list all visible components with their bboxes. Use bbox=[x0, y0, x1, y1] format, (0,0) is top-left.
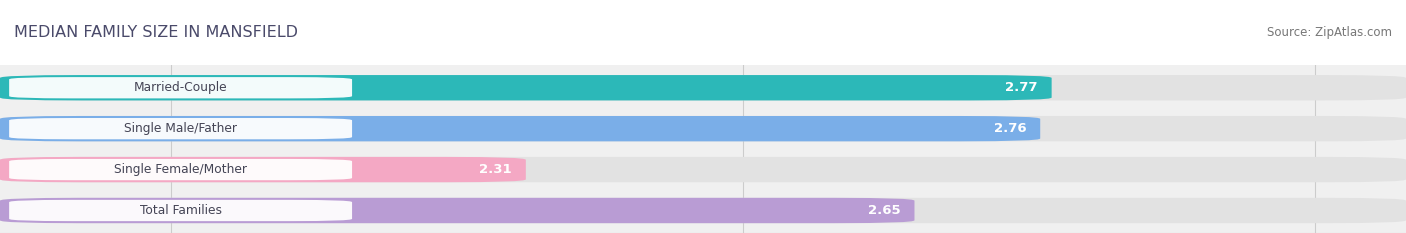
FancyBboxPatch shape bbox=[10, 77, 352, 98]
FancyBboxPatch shape bbox=[0, 198, 1406, 223]
Text: MEDIAN FAMILY SIZE IN MANSFIELD: MEDIAN FAMILY SIZE IN MANSFIELD bbox=[14, 25, 298, 40]
Text: Single Female/Mother: Single Female/Mother bbox=[114, 163, 247, 176]
FancyBboxPatch shape bbox=[0, 157, 1406, 182]
Text: Single Male/Father: Single Male/Father bbox=[124, 122, 238, 135]
Text: 2.65: 2.65 bbox=[868, 204, 901, 217]
Text: Total Families: Total Families bbox=[139, 204, 222, 217]
Text: Married-Couple: Married-Couple bbox=[134, 81, 228, 94]
FancyBboxPatch shape bbox=[0, 75, 1052, 100]
FancyBboxPatch shape bbox=[10, 200, 352, 221]
FancyBboxPatch shape bbox=[10, 118, 352, 139]
FancyBboxPatch shape bbox=[0, 157, 526, 182]
FancyBboxPatch shape bbox=[0, 116, 1040, 141]
FancyBboxPatch shape bbox=[0, 198, 914, 223]
Text: 2.76: 2.76 bbox=[994, 122, 1026, 135]
Text: 2.77: 2.77 bbox=[1005, 81, 1038, 94]
FancyBboxPatch shape bbox=[10, 159, 352, 180]
FancyBboxPatch shape bbox=[0, 116, 1406, 141]
Text: 2.31: 2.31 bbox=[479, 163, 512, 176]
Text: Source: ZipAtlas.com: Source: ZipAtlas.com bbox=[1267, 26, 1392, 39]
FancyBboxPatch shape bbox=[0, 75, 1406, 100]
